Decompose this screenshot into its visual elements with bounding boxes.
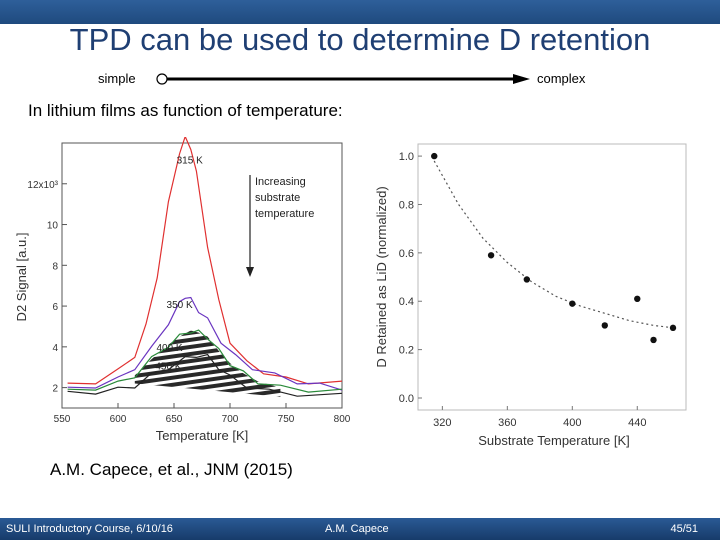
left-y-tick-label: 6: [52, 302, 58, 313]
slide-title: TPD can be used to determine D retention: [69, 22, 651, 57]
series-label: 400 K: [156, 343, 182, 354]
annotation-text: Increasing substrate temperature: [255, 176, 314, 220]
right-y-tick-label: 0.2: [399, 345, 414, 357]
data-point: [650, 336, 657, 344]
series-label: 350 K: [167, 300, 193, 311]
subtitle: In lithium films as function of temperat…: [28, 101, 343, 120]
left-x-tick-label: 750: [278, 414, 295, 425]
series-label: 450 K: [155, 361, 181, 372]
left-x-tick-label: 650: [166, 414, 183, 425]
left-x-tick-label: 700: [222, 414, 239, 425]
left-x-tick-label: 600: [110, 414, 127, 425]
left-y-tick-label: 2: [52, 384, 58, 395]
left-y-tick-label: 12x10³: [27, 180, 58, 191]
citation: A.M. Capece, et al., JNM (2015): [50, 460, 293, 479]
scale-label-simple: simple: [98, 71, 136, 86]
left-plot-frame: [61, 142, 343, 409]
data-point: [487, 252, 495, 259]
annotation-line: substrate: [255, 192, 300, 204]
left-y-tick-label: 10: [47, 221, 59, 232]
data-point: [669, 324, 677, 332]
complexity-scale-arrow: [156, 73, 530, 85]
hatched-area: [134, 330, 281, 397]
right-y-tick-label: 0.4: [399, 296, 414, 308]
footer-author: A.M. Capece: [325, 523, 389, 535]
right-y-axis-label: D Retained as LiD (normalized): [374, 186, 389, 367]
right-y-tick-label: 0.8: [399, 199, 414, 211]
data-point: [601, 322, 608, 329]
right-x-tick-label: 360: [498, 417, 516, 429]
left-y-axis-label: D2 Signal [a.u.]: [14, 233, 29, 322]
top-bar: [0, 0, 720, 24]
left-x-tick-label: 550: [54, 414, 71, 425]
footer-course: SULI Introductory Course, 6/10/16: [6, 523, 173, 535]
data-point: [634, 295, 641, 303]
footer-bar: SULI Introductory Course, 6/10/16 A.M. C…: [0, 518, 720, 540]
left-y-tick-label: 8: [52, 261, 58, 272]
left-x-tick-label: 800: [334, 414, 351, 425]
right-y-tick-label: 0.0: [399, 393, 414, 405]
series-label: 315 K: [177, 155, 203, 166]
annotation-line: Increasing: [255, 176, 306, 188]
right-x-tick-label: 440: [628, 417, 646, 429]
fit-curve: [433, 160, 674, 329]
right-plot-frame: [417, 143, 687, 411]
right-x-axis-label: Substrate Temperature [K]: [478, 433, 630, 448]
left-x-axis-label: Temperature [K]: [156, 428, 249, 443]
right-x-tick-label: 320: [433, 417, 451, 429]
right-y-tick-label: 1.0: [399, 151, 414, 163]
scale-label-complex: complex: [537, 71, 586, 86]
footer-page-number: 45/51: [670, 523, 698, 535]
data-point: [523, 276, 531, 283]
annotation-line: temperature: [255, 208, 314, 220]
series-line-400-k: [67, 329, 343, 393]
tpd-spectra-chart: 2 4 6 8 10 12x10³ 550 600 650 700 750 800 Increasi…: [14, 137, 351, 443]
series-line-450-k: [67, 353, 343, 397]
series-line-350-k: [67, 296, 343, 391]
retention-chart: 0.0 0.2 0.4 0.6 0.8 1.0 320 360 400 440 Substrat…: [374, 143, 687, 448]
series-line-315-k: [67, 137, 343, 385]
data-point: [431, 152, 438, 160]
right-y-tick-label: 0.6: [399, 248, 414, 260]
left-y-tick-label: 4: [52, 343, 58, 354]
right-x-tick-label: 400: [563, 417, 581, 429]
data-point: [569, 300, 576, 307]
